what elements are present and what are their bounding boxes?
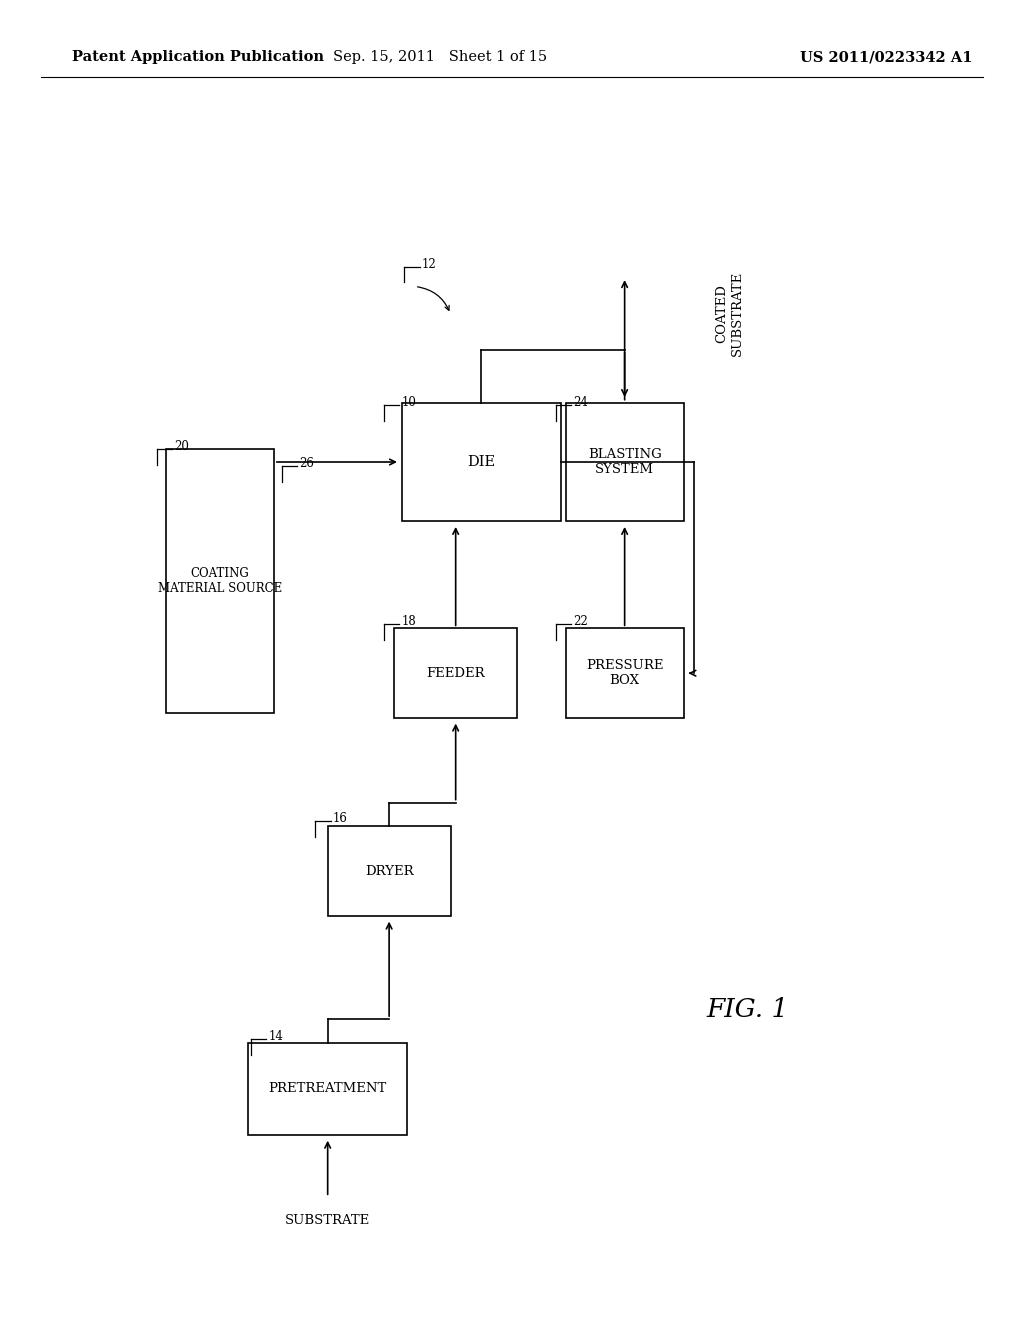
Text: FEEDER: FEEDER (426, 667, 485, 680)
Text: US 2011/0223342 A1: US 2011/0223342 A1 (801, 50, 973, 65)
Text: PRESSURE
BOX: PRESSURE BOX (586, 659, 664, 688)
Text: 18: 18 (401, 615, 416, 628)
Text: 24: 24 (573, 396, 589, 409)
Text: SUBSTRATE: SUBSTRATE (285, 1214, 371, 1228)
Text: 12: 12 (422, 257, 436, 271)
Bar (328, 826, 451, 916)
Bar (565, 628, 684, 718)
Bar (401, 403, 561, 521)
Bar (248, 1043, 407, 1135)
Text: 20: 20 (174, 440, 189, 453)
Bar (394, 628, 517, 718)
Text: Sep. 15, 2011   Sheet 1 of 15: Sep. 15, 2011 Sheet 1 of 15 (333, 50, 548, 65)
Text: 26: 26 (299, 457, 314, 470)
Text: 10: 10 (401, 396, 417, 409)
Text: DRYER: DRYER (365, 865, 414, 878)
Text: COATING
MATERIAL SOURCE: COATING MATERIAL SOURCE (158, 566, 283, 595)
Text: 16: 16 (333, 812, 348, 825)
Text: 22: 22 (573, 615, 588, 628)
Text: COATED
SUBSTRATE: COATED SUBSTRATE (716, 271, 743, 356)
Text: 14: 14 (268, 1030, 284, 1043)
Text: FIG. 1: FIG. 1 (707, 998, 788, 1022)
Text: PRETREATMENT: PRETREATMENT (268, 1082, 387, 1096)
Bar (565, 403, 684, 521)
Text: BLASTING
SYSTEM: BLASTING SYSTEM (588, 447, 662, 477)
Text: Patent Application Publication: Patent Application Publication (72, 50, 324, 65)
Bar (166, 449, 274, 713)
Text: DIE: DIE (467, 455, 496, 469)
